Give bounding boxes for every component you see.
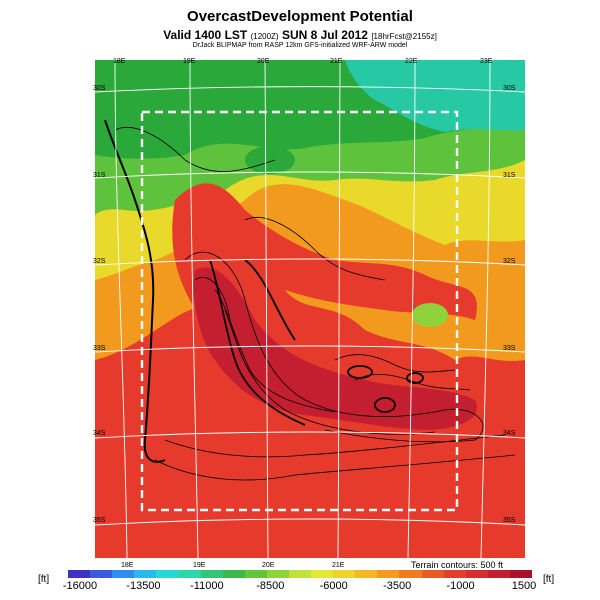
lat-label-left-2: 31S <box>93 172 106 179</box>
colorbar-tick-label: -16000 <box>62 580 98 592</box>
field-red-north <box>172 183 477 320</box>
inner-domain-box <box>140 110 459 512</box>
lon-label-top-5: 22E <box>405 58 418 65</box>
colorbar-swatch <box>311 570 334 578</box>
colorbar-ticks: -16000 -13500 -11000 -8500 -6000 -3500 -1000 15… <box>63 580 536 594</box>
colorbar-swatch <box>156 570 179 578</box>
colorbar-swatch <box>399 570 422 578</box>
colorbar-swatch <box>377 570 400 578</box>
lat-label-left-1: 30S <box>93 85 106 92</box>
terrain-contours-note: Terrain contours: 500 ft <box>410 560 503 570</box>
lat-label-right-1: 30S <box>503 85 516 92</box>
colorbar-tick-label: -11000 <box>190 580 224 592</box>
colorbar-swatch <box>178 570 201 578</box>
colorbar-swatch <box>68 570 91 578</box>
colorbar-tick-label: -3500 <box>383 580 412 592</box>
colorbar-tick-label: -1000 <box>446 580 475 592</box>
colorbar-swatch <box>333 570 356 578</box>
colorbar-tick-label: 1500 <box>511 580 537 592</box>
lat-label-right-2: 31S <box>503 172 516 179</box>
graticule <box>95 60 525 558</box>
colorbar-swatch <box>443 570 466 578</box>
colorbar-swatch <box>288 570 312 578</box>
map-canvas <box>95 60 525 558</box>
colorbar-unit-left: [ft] <box>38 574 50 585</box>
field-teal <box>345 60 525 132</box>
lon-label-bottom-2: 19E <box>193 562 206 569</box>
terrain-contours-heavy <box>209 259 424 426</box>
colorbar-swatch <box>465 570 488 578</box>
lat-label-left-3: 32S <box>93 258 106 265</box>
terrain-contours <box>114 126 516 481</box>
valid-main: Valid 1400 LST <box>163 28 248 42</box>
lat-label-right-5: 34S <box>503 430 516 437</box>
field-darkred <box>193 267 477 430</box>
lat-label-right-4: 33S <box>503 345 516 352</box>
lat-label-left-5: 34S <box>93 430 106 437</box>
chart-title: OvercastDevelopment Potential <box>187 8 413 25</box>
colorbar-swatch <box>509 570 532 578</box>
lon-label-bottom-1: 18E <box>121 562 134 569</box>
colorbar-tick-label: -8500 <box>256 580 285 592</box>
colorbar-swatch <box>134 570 157 578</box>
lon-label-top-1: 18E <box>113 58 126 65</box>
colorbar-tick-label: -13500 <box>126 580 161 592</box>
model-source: DrJack BLIPMAP from RASP 12km GFS-initia… <box>192 42 408 49</box>
colorbar-swatch <box>112 570 135 578</box>
lon-label-bottom-4: 21E <box>332 562 345 569</box>
lon-label-bottom-3: 20E <box>262 562 275 569</box>
lon-label-top-4: 21E <box>330 58 343 65</box>
colorbar <box>68 570 532 578</box>
colorbar-tick-label: -6000 <box>319 580 348 592</box>
colorbar-swatch <box>355 570 378 578</box>
colorbar-swatch <box>266 570 289 578</box>
colorbar-swatch <box>487 570 510 578</box>
valid-code: (1200Z) <box>250 32 279 41</box>
lat-label-right-6: 35S <box>503 517 516 524</box>
lat-label-left-6: 35S <box>93 517 106 524</box>
lat-label-right-3: 32S <box>503 258 516 265</box>
lon-label-top-2: 19E <box>183 58 196 65</box>
colorbar-swatch <box>90 570 113 578</box>
lon-label-top-6: 23E <box>480 58 493 65</box>
valid-forecast: [18hrFcst@2155z] <box>371 32 437 41</box>
field-green-patch <box>245 146 295 174</box>
lat-label-left-4: 33S <box>93 345 106 352</box>
colorbar-swatch <box>421 570 444 578</box>
valid-time: Valid 1400 LST (1200Z) SUN 8 Jul 2012 [1… <box>0 28 600 42</box>
colorbar-swatch <box>222 570 245 578</box>
colorbar-unit-right: [ft] <box>543 574 555 585</box>
valid-date: SUN 8 Jul 2012 <box>281 28 368 42</box>
forecast-map: 18E 19E 20E 21E 22E 23E 18E 19E 20E 21E … <box>93 58 525 569</box>
colorbar-swatch <box>200 570 223 578</box>
colorbar-swatch <box>244 570 267 578</box>
lon-label-top-3: 20E <box>257 58 270 65</box>
field-green-spot <box>412 303 448 327</box>
